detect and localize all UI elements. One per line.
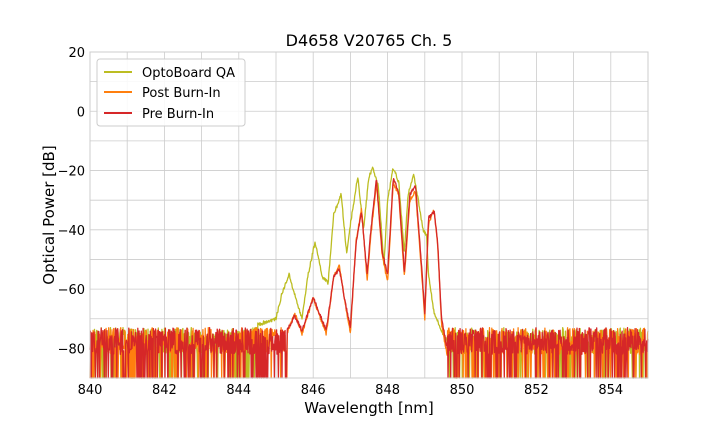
legend-label-post-burn-in: Post Burn-In xyxy=(142,86,221,101)
x-tick-label: 848 xyxy=(375,383,400,398)
y-axis-label: Optical Power [dB] xyxy=(40,145,58,284)
y-axis-ticks: 20 0 −20 −40 −60 −80 xyxy=(58,46,85,357)
y-tick-label: −40 xyxy=(58,224,85,239)
series-layer xyxy=(89,166,649,379)
legend: OptoBoard QA Post Burn-In Pre Burn-In xyxy=(96,58,246,127)
x-tick-label: 850 xyxy=(450,383,475,398)
y-tick-label: 20 xyxy=(68,46,85,61)
plot-frame xyxy=(89,51,649,379)
x-axis-ticks: 840 842 844 846 848 850 852 854 xyxy=(78,383,624,398)
x-tick-label: 844 xyxy=(226,383,251,398)
chart-title: D4658 V20765 Ch. 5 xyxy=(286,31,453,50)
x-tick-label: 846 xyxy=(301,383,326,398)
y-tick-label: −80 xyxy=(58,342,85,357)
x-axis-label: Wavelength [nm] xyxy=(304,399,434,417)
series-line xyxy=(89,177,649,379)
x-tick-label: 842 xyxy=(152,383,177,398)
y-tick-label: 0 xyxy=(77,105,85,120)
x-tick-label: 840 xyxy=(78,383,103,398)
legend-box xyxy=(96,58,246,127)
x-tick-label: 854 xyxy=(598,383,623,398)
y-tick-label: −60 xyxy=(58,283,85,298)
y-tick-label: −20 xyxy=(58,165,85,180)
legend-label-pre-burn-in: Pre Burn-In xyxy=(142,107,214,122)
legend-label-optoboard-qa: OptoBoard QA xyxy=(142,66,235,81)
x-tick-label: 852 xyxy=(524,383,549,398)
